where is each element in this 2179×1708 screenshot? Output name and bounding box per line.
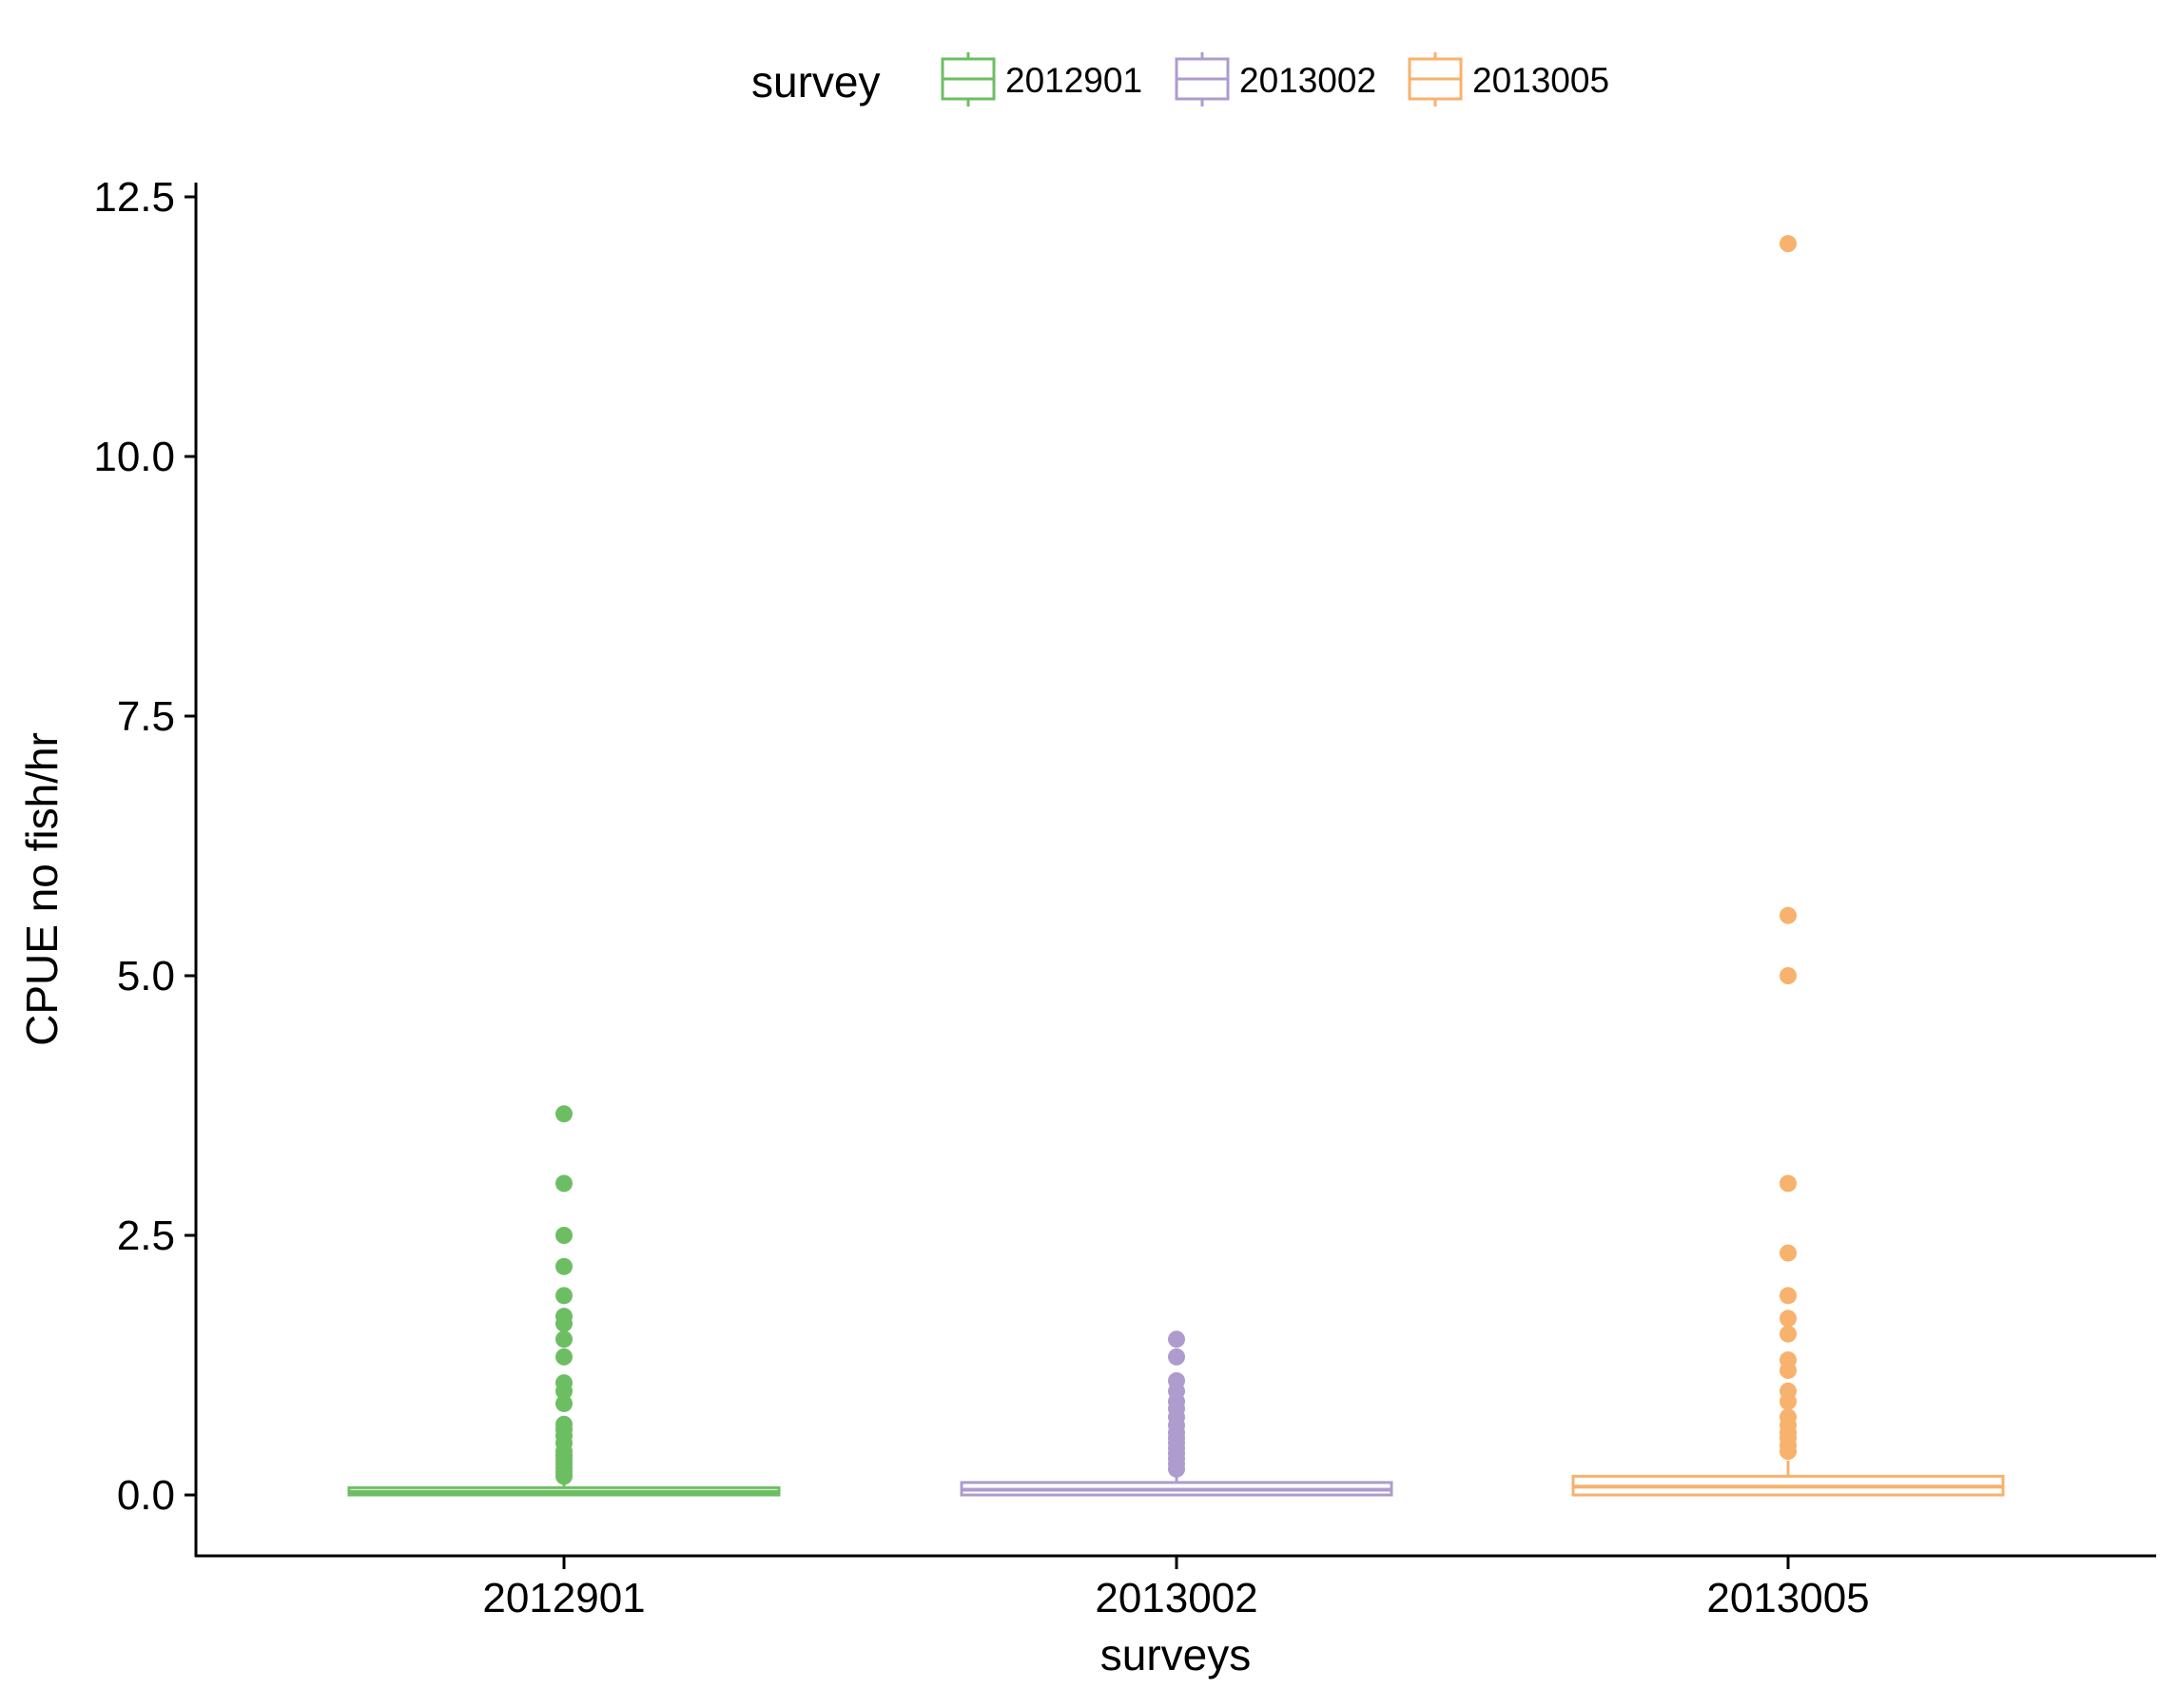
box-group-2013002 [960, 1330, 1393, 1497]
outlier-point [1168, 1330, 1185, 1349]
y-tick-label: 0.0 [117, 1472, 175, 1519]
outlier-point [1780, 1244, 1797, 1262]
outlier-point [1780, 967, 1797, 984]
legend-title: survey [751, 57, 880, 107]
outlier-point [555, 1415, 573, 1433]
axes: 0.0 2.5 5.0 7.5 10.0 12.5 2012901 2013002 20130… [93, 174, 2156, 1621]
outlier-point [1780, 1287, 1797, 1305]
y-tick-label: 2.5 [117, 1213, 175, 1259]
y-tick-label: 12.5 [93, 174, 175, 221]
y-tick-label: 10.0 [93, 434, 175, 480]
x-tick-label: 2012901 [482, 1575, 645, 1621]
outlier-point [1780, 235, 1797, 253]
outlier-point [555, 1374, 573, 1392]
outlier-point [555, 1105, 573, 1123]
legend-label: 2013002 [1239, 61, 1376, 100]
x-axis-title: surveys [1100, 1630, 1251, 1679]
outlier-point [555, 1348, 573, 1366]
box-group-2013005 [1571, 235, 2005, 1497]
y-axis-title: CPUE no fish/hr [17, 732, 67, 1046]
legend-label: 2012901 [1005, 61, 1142, 100]
x-tick-label: 2013002 [1095, 1575, 1257, 1621]
outlier-point [555, 1174, 573, 1193]
outlier-point [555, 1394, 573, 1412]
legend-item-2012901: 2012901 [941, 52, 1142, 107]
outlier-point [1780, 1408, 1797, 1427]
x-tick-label: 2013005 [1706, 1575, 1869, 1621]
y-ticks: 0.0 2.5 5.0 7.5 10.0 12.5 [93, 174, 196, 1519]
x-ticks: 2012901 2013002 2013005 [482, 1556, 1870, 1621]
outlier-point [555, 1287, 573, 1305]
y-tick-label: 7.5 [117, 693, 175, 740]
outlier-point [555, 1257, 573, 1275]
box-group-2012901 [347, 1105, 781, 1497]
outlier-point [1780, 906, 1797, 924]
outlier-point [1780, 1310, 1797, 1328]
legend-item-2013005: 2013005 [1408, 52, 1609, 107]
legend-items: 2012901 2013002 2013005 [941, 52, 1609, 107]
outlier-point [1780, 1351, 1797, 1369]
outlier-point [1168, 1371, 1185, 1389]
legend-item-2013002: 2013002 [1175, 52, 1376, 107]
y-tick-label: 5.0 [117, 953, 175, 1000]
legend-label: 2013005 [1472, 61, 1609, 100]
outlier-point [555, 1308, 573, 1326]
plot-area [347, 235, 2005, 1497]
outlier-point [555, 1330, 573, 1349]
outlier-point [1780, 1325, 1797, 1343]
outlier-point [1780, 1382, 1797, 1400]
outlier-point [1780, 1174, 1797, 1193]
legend: survey 2012901 2013002 2013005 [751, 52, 1609, 107]
outlier-point [1168, 1348, 1185, 1366]
outlier-point [555, 1227, 573, 1244]
